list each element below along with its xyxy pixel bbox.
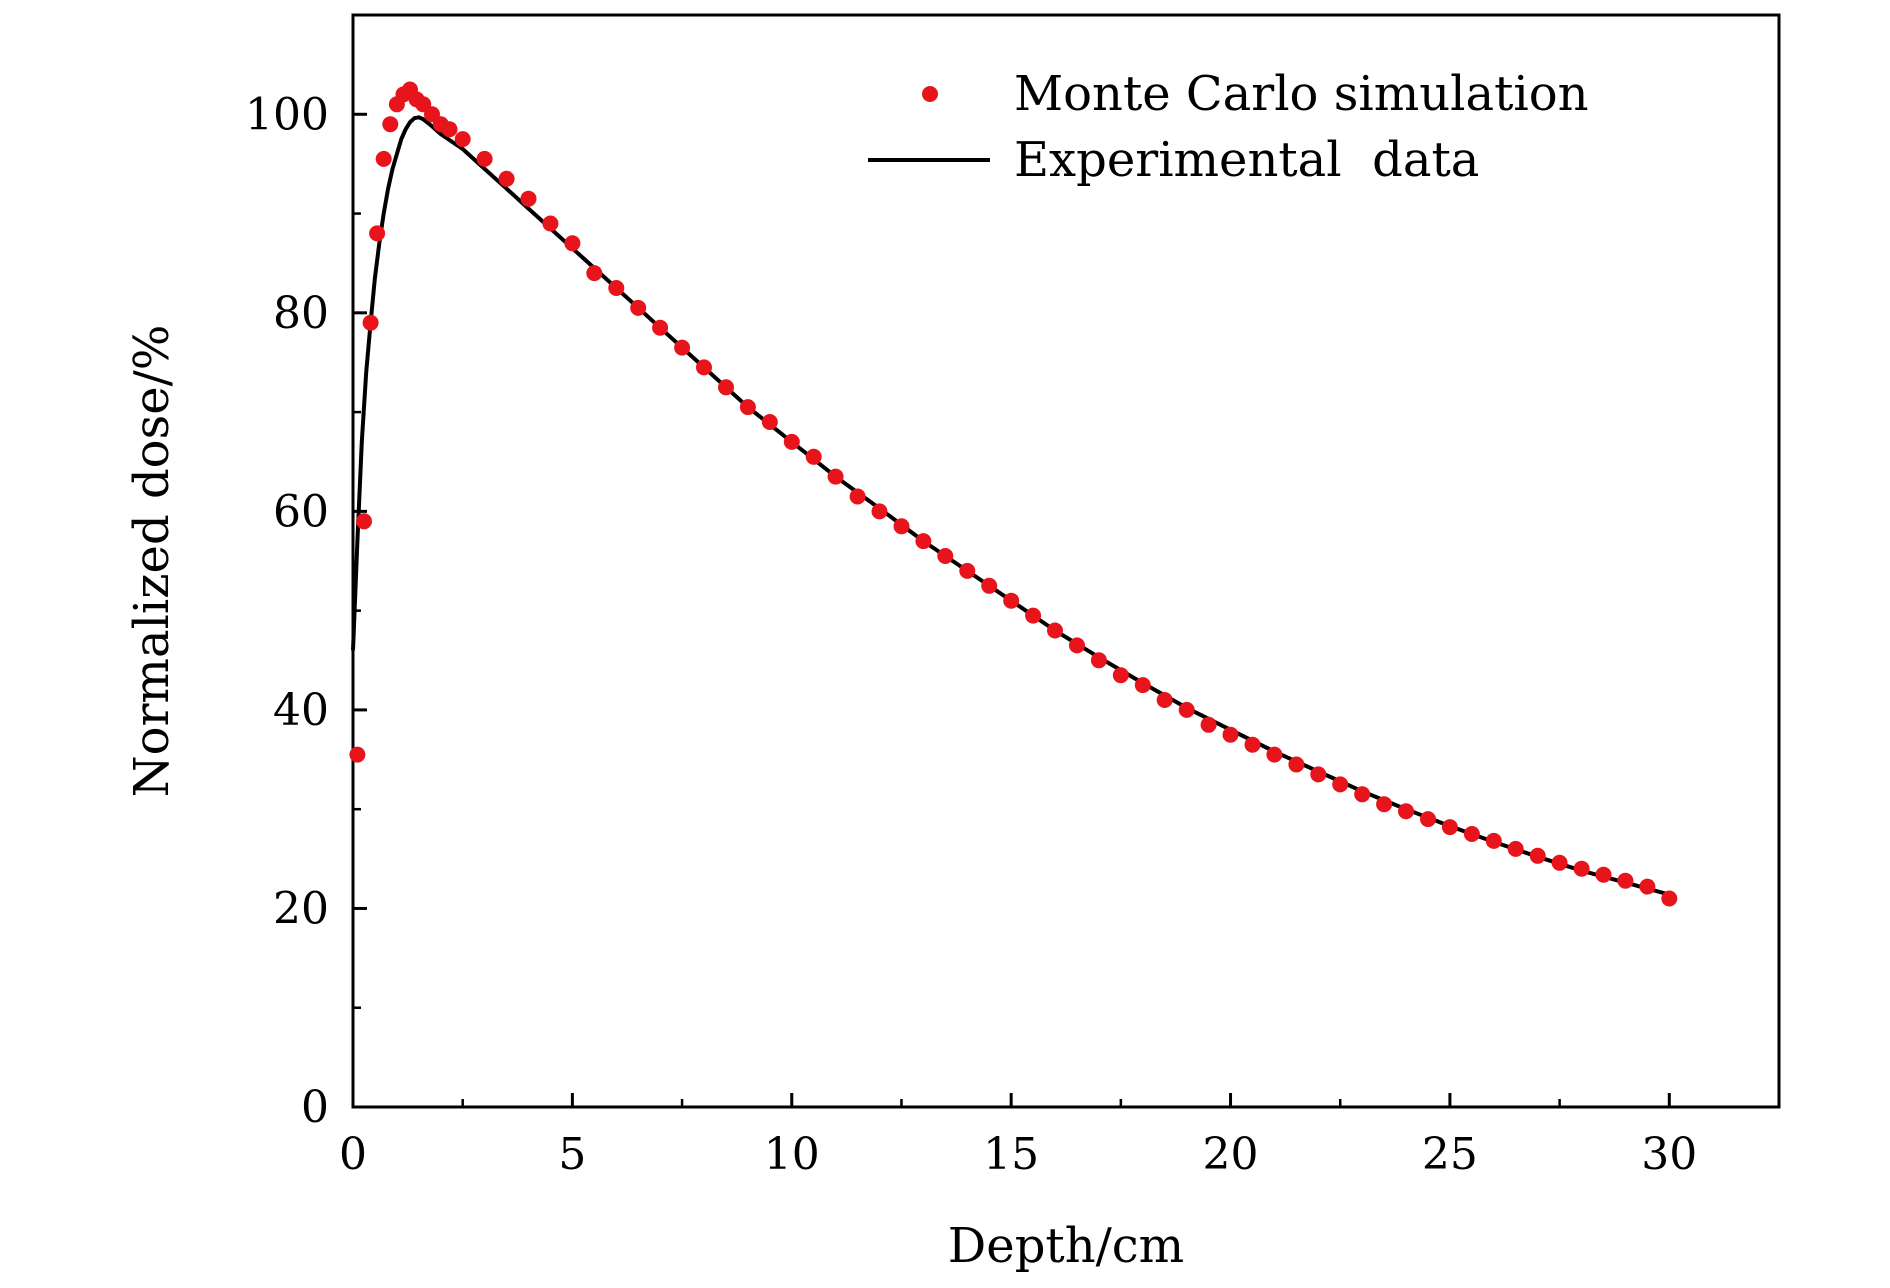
y-tick-label: 0 <box>301 1082 329 1133</box>
monte-carlo-point <box>1090 652 1107 669</box>
legend-label-monte-carlo: Monte Carlo simulation <box>1014 66 1589 122</box>
monte-carlo-point <box>1244 736 1261 753</box>
monte-carlo-point <box>1398 803 1414 820</box>
monte-carlo-point <box>375 150 392 167</box>
monte-carlo-point <box>498 170 515 187</box>
monte-carlo-point <box>1266 746 1283 763</box>
monte-carlo-point <box>1639 878 1656 895</box>
y-tick-label: 100 <box>245 89 329 140</box>
monte-carlo-point <box>1200 716 1217 733</box>
monte-carlo-point <box>1573 860 1590 877</box>
monte-carlo-point <box>674 339 691 356</box>
y-tick-label: 40 <box>273 685 329 736</box>
monte-carlo-point <box>1112 667 1129 684</box>
x-tick-label: 0 <box>339 1129 367 1180</box>
monte-carlo-point <box>1441 819 1458 836</box>
monte-carlo-point <box>1617 872 1634 889</box>
legend-label-experimental: Experimental data <box>1014 132 1479 188</box>
legend: Monte Carlo simulation Experimental data <box>868 66 1589 188</box>
y-tick-label: 60 <box>273 486 329 537</box>
x-tick-label: 25 <box>1422 1129 1478 1180</box>
monte-carlo-point <box>915 533 932 550</box>
monte-carlo-point <box>586 265 603 282</box>
monte-carlo-point <box>849 488 866 505</box>
monte-carlo-point <box>652 319 669 336</box>
monte-carlo-point <box>871 503 888 520</box>
monte-carlo-point <box>937 548 954 564</box>
monte-carlo-point <box>1222 726 1239 743</box>
monte-carlo-point <box>356 513 372 530</box>
monte-carlo-point <box>1003 592 1020 609</box>
monte-carlo-point <box>362 314 379 331</box>
monte-carlo-point <box>761 414 778 430</box>
experimental-data-line-group <box>351 115 1670 897</box>
x-tick-label: 15 <box>983 1129 1039 1180</box>
monte-carlo-point <box>827 468 844 485</box>
y-tick-label: 80 <box>273 288 329 339</box>
monte-carlo-point <box>1485 832 1502 849</box>
monte-carlo-point <box>542 215 559 232</box>
monte-carlo-point <box>981 577 998 594</box>
monte-carlo-point <box>608 280 625 296</box>
axis-ticks <box>351 13 1781 1109</box>
monte-carlo-point <box>893 518 910 535</box>
monte-carlo-point <box>1551 854 1568 871</box>
x-tick-label: 5 <box>558 1129 586 1180</box>
monte-carlo-point <box>520 190 537 207</box>
monte-carlo-point <box>1529 847 1546 864</box>
monte-carlo-point <box>718 379 734 396</box>
monte-carlo-point <box>1288 756 1305 773</box>
x-axis-title: Depth/cm <box>948 1218 1184 1274</box>
monte-carlo-point <box>441 121 458 138</box>
monte-carlo-point <box>1420 811 1436 828</box>
monte-carlo-point <box>630 299 647 316</box>
x-tick-label: 30 <box>1641 1129 1697 1180</box>
monte-carlo-point <box>564 235 581 252</box>
monte-carlo-point <box>349 746 366 763</box>
monte-carlo-points-group <box>349 81 1678 907</box>
y-tick-label: 20 <box>273 883 329 934</box>
monte-carlo-point <box>1332 776 1349 793</box>
monte-carlo-point <box>369 225 386 242</box>
x-tick-label: 10 <box>764 1129 820 1180</box>
monte-carlo-point <box>1507 840 1524 857</box>
monte-carlo-point <box>1047 622 1063 639</box>
plot-frame <box>351 13 1781 1109</box>
y-axis-title: Normalized dose/% <box>124 325 180 798</box>
monte-carlo-point <box>454 131 471 148</box>
monte-carlo-point <box>1025 607 1042 624</box>
monte-carlo-point <box>1178 701 1195 718</box>
monte-carlo-point <box>1463 826 1480 842</box>
monte-carlo-point <box>1156 692 1173 708</box>
monte-carlo-point <box>1354 786 1371 803</box>
monte-carlo-point <box>1134 677 1151 694</box>
monte-carlo-point <box>696 359 712 376</box>
monte-carlo-point <box>1595 866 1612 883</box>
monte-carlo-point <box>476 150 493 167</box>
monte-carlo-point <box>783 433 800 450</box>
experimental-data-line <box>351 115 1670 897</box>
legend-marker-monte-carlo <box>922 86 938 102</box>
monte-carlo-point <box>1376 796 1393 813</box>
monte-carlo-point <box>739 399 756 416</box>
monte-carlo-point <box>382 116 399 133</box>
monte-carlo-point <box>1661 890 1678 907</box>
monte-carlo-point <box>805 448 822 465</box>
monte-carlo-point <box>1310 766 1327 783</box>
x-tick-label: 20 <box>1203 1129 1259 1180</box>
monte-carlo-point <box>1069 637 1085 654</box>
monte-carlo-point <box>959 562 976 579</box>
axis-tick-labels: 0 5 10 15 20 25 30 0 20 40 60 80 100 <box>245 89 1697 1180</box>
